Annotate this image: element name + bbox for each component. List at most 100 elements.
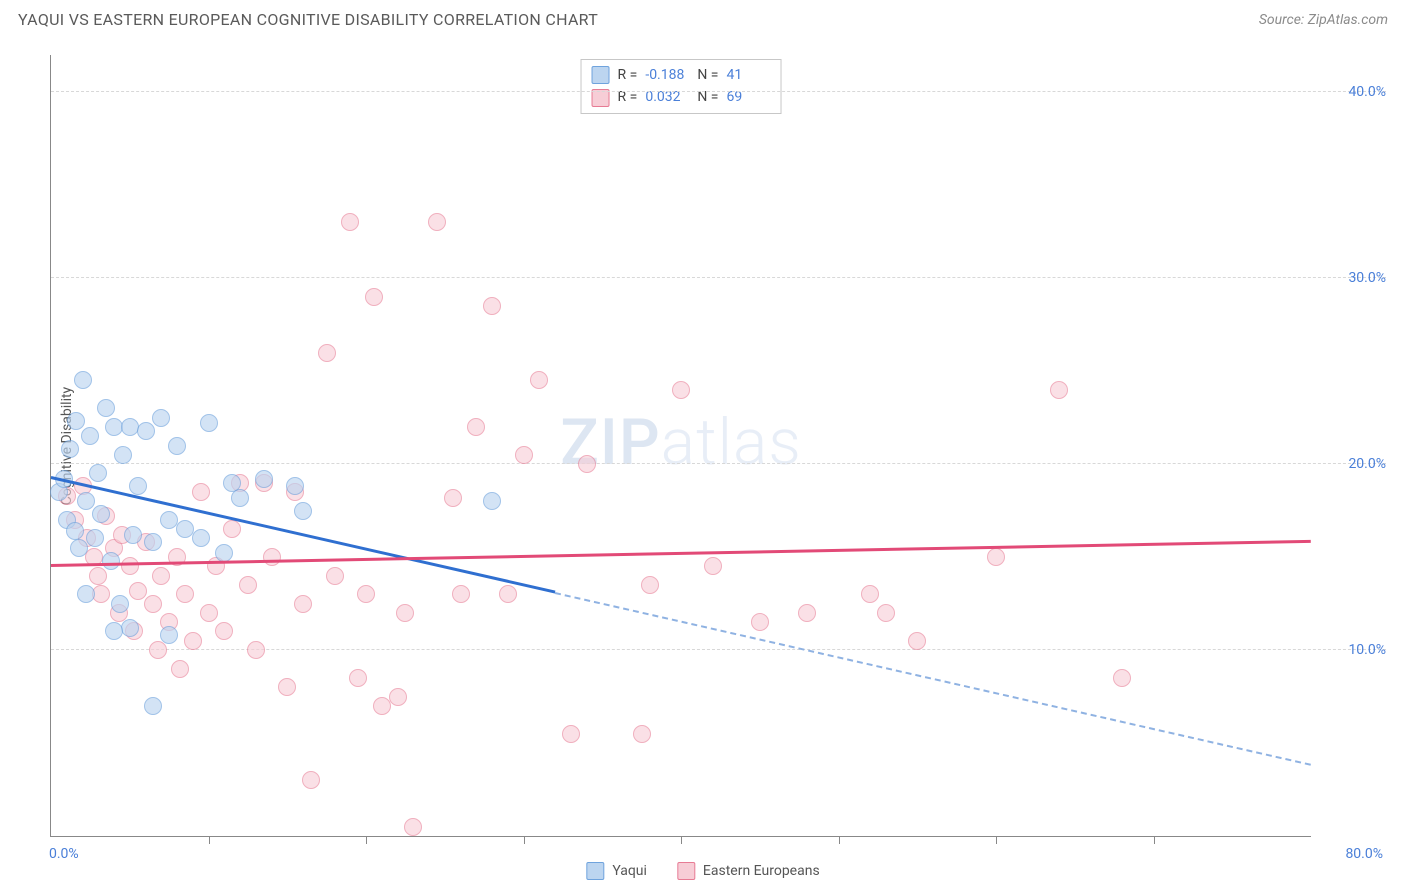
data-point — [467, 418, 485, 436]
series-legend: Yaqui Eastern Europeans — [586, 862, 819, 880]
data-point — [428, 213, 446, 231]
data-point — [168, 437, 186, 455]
data-point — [861, 585, 879, 603]
data-point — [278, 678, 296, 696]
data-point — [1113, 669, 1131, 687]
x-tick — [366, 836, 367, 844]
data-point — [200, 604, 218, 622]
data-point — [357, 585, 375, 603]
data-point — [483, 297, 501, 315]
data-point — [341, 213, 359, 231]
data-point — [877, 604, 895, 622]
data-point — [987, 548, 1005, 566]
data-point — [641, 576, 659, 594]
gridline — [51, 463, 1386, 464]
n-label: N = — [697, 64, 718, 86]
data-point — [215, 622, 233, 640]
data-point — [389, 688, 407, 706]
gridline — [51, 277, 1386, 278]
data-point — [263, 548, 281, 566]
data-point — [92, 505, 110, 523]
data-point — [121, 557, 139, 575]
data-point — [102, 552, 120, 570]
data-point — [97, 399, 115, 417]
data-point — [672, 381, 690, 399]
legend-swatch — [586, 862, 604, 880]
data-point — [61, 440, 79, 458]
data-point — [223, 520, 241, 538]
y-tick-label: 20.0% — [1321, 456, 1386, 472]
data-point — [798, 604, 816, 622]
y-tick-label: 30.0% — [1321, 270, 1386, 286]
data-point — [67, 412, 85, 430]
chart-title: YAQUI VS EASTERN EUROPEAN COGNITIVE DISA… — [18, 10, 598, 29]
data-point — [294, 595, 312, 613]
x-max-label: 80.0% — [1345, 846, 1383, 862]
data-point — [530, 371, 548, 389]
data-point — [149, 641, 167, 659]
legend-swatch — [677, 862, 695, 880]
x-tick — [681, 836, 682, 844]
data-point — [200, 414, 218, 432]
data-point — [92, 585, 110, 603]
data-point — [578, 455, 596, 473]
data-point — [129, 582, 147, 600]
r-value: 0.032 — [645, 86, 689, 108]
data-point — [111, 595, 129, 613]
data-point — [124, 526, 142, 544]
data-point — [89, 567, 107, 585]
r-label: R = — [618, 86, 638, 108]
data-point — [129, 477, 147, 495]
source-attribution: Source: ZipAtlas.com — [1259, 12, 1388, 28]
data-point — [160, 626, 178, 644]
data-point — [231, 489, 249, 507]
data-point — [1050, 381, 1068, 399]
data-point — [114, 446, 132, 464]
data-point — [192, 483, 210, 501]
data-point — [633, 725, 651, 743]
series-swatch — [592, 66, 610, 84]
legend-label: Yaqui — [612, 863, 647, 879]
data-point — [908, 632, 926, 650]
data-point — [326, 567, 344, 585]
data-point — [247, 641, 265, 659]
scatter-chart: ZIPatlas R = -0.188N = 41R = 0.032N = 69… — [50, 55, 1311, 837]
data-point — [404, 818, 422, 836]
data-point — [286, 477, 304, 495]
y-tick-label: 10.0% — [1321, 642, 1386, 658]
x-tick — [209, 836, 210, 844]
stats-row: R = 0.032N = 69 — [592, 86, 771, 108]
data-point — [77, 585, 95, 603]
data-point — [294, 502, 312, 520]
watermark: ZIPatlas — [560, 404, 802, 479]
legend-label: Eastern Europeans — [703, 863, 820, 879]
data-point — [483, 492, 501, 510]
stats-row: R = -0.188N = 41 — [592, 64, 771, 86]
data-point — [444, 489, 462, 507]
data-point — [81, 427, 99, 445]
data-point — [184, 632, 202, 650]
data-point — [77, 492, 95, 510]
data-point — [704, 557, 722, 575]
data-point — [318, 344, 336, 362]
data-point — [349, 669, 367, 687]
data-point — [515, 446, 533, 464]
x-tick — [1154, 836, 1155, 844]
trend-line-extrapolated — [555, 592, 1311, 766]
data-point — [137, 422, 155, 440]
data-point — [86, 529, 104, 547]
x-tick — [524, 836, 525, 844]
data-point — [144, 697, 162, 715]
data-point — [192, 529, 210, 547]
data-point — [89, 464, 107, 482]
data-point — [239, 576, 257, 594]
data-point — [152, 567, 170, 585]
data-point — [302, 771, 320, 789]
data-point — [396, 604, 414, 622]
data-point — [171, 660, 189, 678]
data-point — [499, 585, 517, 603]
y-tick-label: 40.0% — [1321, 84, 1386, 100]
data-point — [152, 409, 170, 427]
data-point — [105, 622, 123, 640]
chart-header: YAQUI VS EASTERN EUROPEAN COGNITIVE DISA… — [0, 0, 1406, 35]
